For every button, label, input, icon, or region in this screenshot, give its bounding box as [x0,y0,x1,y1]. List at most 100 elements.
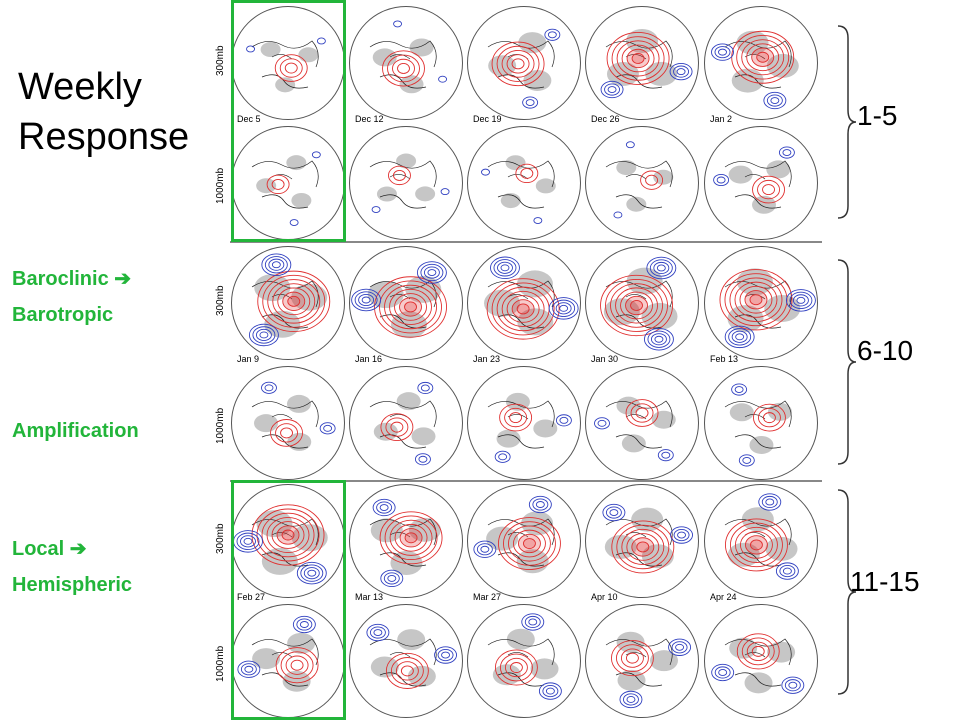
panel-map [369,381,437,466]
panel-map [487,392,572,463]
panel-300mb [704,6,818,120]
negative-contour [646,256,677,280]
positive-contour [486,278,560,340]
shading-region [252,648,281,670]
negative-contour [498,453,508,461]
panel-300mb [231,246,345,360]
positive-contour [626,533,660,561]
positive-contour [631,537,655,557]
positive-contour [631,53,645,64]
panel-map [711,30,799,110]
negative-contour [255,328,272,341]
panel-map [251,151,321,226]
negative-contour [416,261,447,284]
positive-contour [635,407,649,419]
shading-region [399,75,424,94]
negative-contour [480,545,490,553]
date-label: Dec 5 [237,114,261,124]
negative-contour [271,261,281,269]
panel-map [713,146,795,214]
positive-contour [397,63,410,74]
panel-300mb [704,246,818,360]
shading-region [298,47,319,63]
panel-1000mb [585,604,699,718]
highlight-box-week1 [231,0,346,242]
negative-contour [371,206,381,213]
negative-contour [414,453,431,466]
positive-contour [516,303,530,315]
panel-1000mb [467,604,581,718]
positive-contour [506,295,540,323]
negative-contour [761,495,778,509]
positive-contour [374,276,447,338]
positive-contour [739,285,773,314]
positive-contour [280,651,314,680]
negative-contour [731,383,748,396]
negative-contour [420,384,430,392]
shading-region [641,544,674,569]
negative-contour [673,528,690,542]
shading-region [484,289,521,317]
panel-map [719,268,816,349]
coastline [605,280,673,329]
range-label-2: 6-10 [857,335,914,366]
positive-contour [504,407,528,428]
positive-contour [625,399,659,427]
negative-contour [796,296,806,304]
negative-contour [361,296,371,304]
negative-contour [372,498,396,517]
negative-contour [650,333,667,346]
shading-region [729,637,758,659]
negative-contour [623,693,639,706]
positive-contour [512,529,546,558]
level-label-1000mb: 1000mb [215,167,226,204]
positive-contour [279,58,303,78]
panel-map [602,503,694,574]
positive-contour [285,655,309,675]
negative-contour [437,648,454,662]
negative-contour [770,97,780,104]
negative-contour [716,176,726,184]
shading-region [729,403,754,422]
shading-region [396,153,417,169]
positive-contour [746,641,770,662]
group-separator-1 [230,241,822,243]
panel-map [233,504,328,585]
positive-contour [393,169,406,181]
negative-contour [380,569,404,588]
positive-contour [267,279,321,324]
panel-1000mb [231,604,345,718]
panel-map [724,493,799,580]
positive-contour [620,648,644,668]
positive-contour [616,524,670,570]
positive-contour [281,529,295,541]
coastline [487,160,555,209]
panel-map [724,383,792,467]
title-line-2: Response [18,116,190,158]
positive-contour [615,287,658,324]
negative-contour [299,621,309,628]
negative-contour [784,679,801,692]
panel-map [481,155,556,224]
shading-region [282,670,311,692]
negative-contour [264,384,274,392]
positive-contour [497,517,561,570]
positive-contour [630,403,654,423]
negative-contour [711,43,734,61]
negative-contour [649,259,673,277]
positive-contour [399,528,423,548]
positive-contour [272,283,316,320]
date-label: Jan 9 [237,354,260,364]
negative-contour [303,567,320,580]
negative-contour [728,328,752,346]
negative-contour [351,288,382,312]
positive-contour [270,419,303,447]
negative-contour [369,626,386,639]
panel-300mb [467,484,581,598]
shading-region [291,192,312,208]
negative-contour [387,574,397,582]
positive-contour [275,647,319,684]
panel-map [711,633,805,694]
negative-contour [240,535,256,548]
date-label: Feb 27 [237,592,266,602]
